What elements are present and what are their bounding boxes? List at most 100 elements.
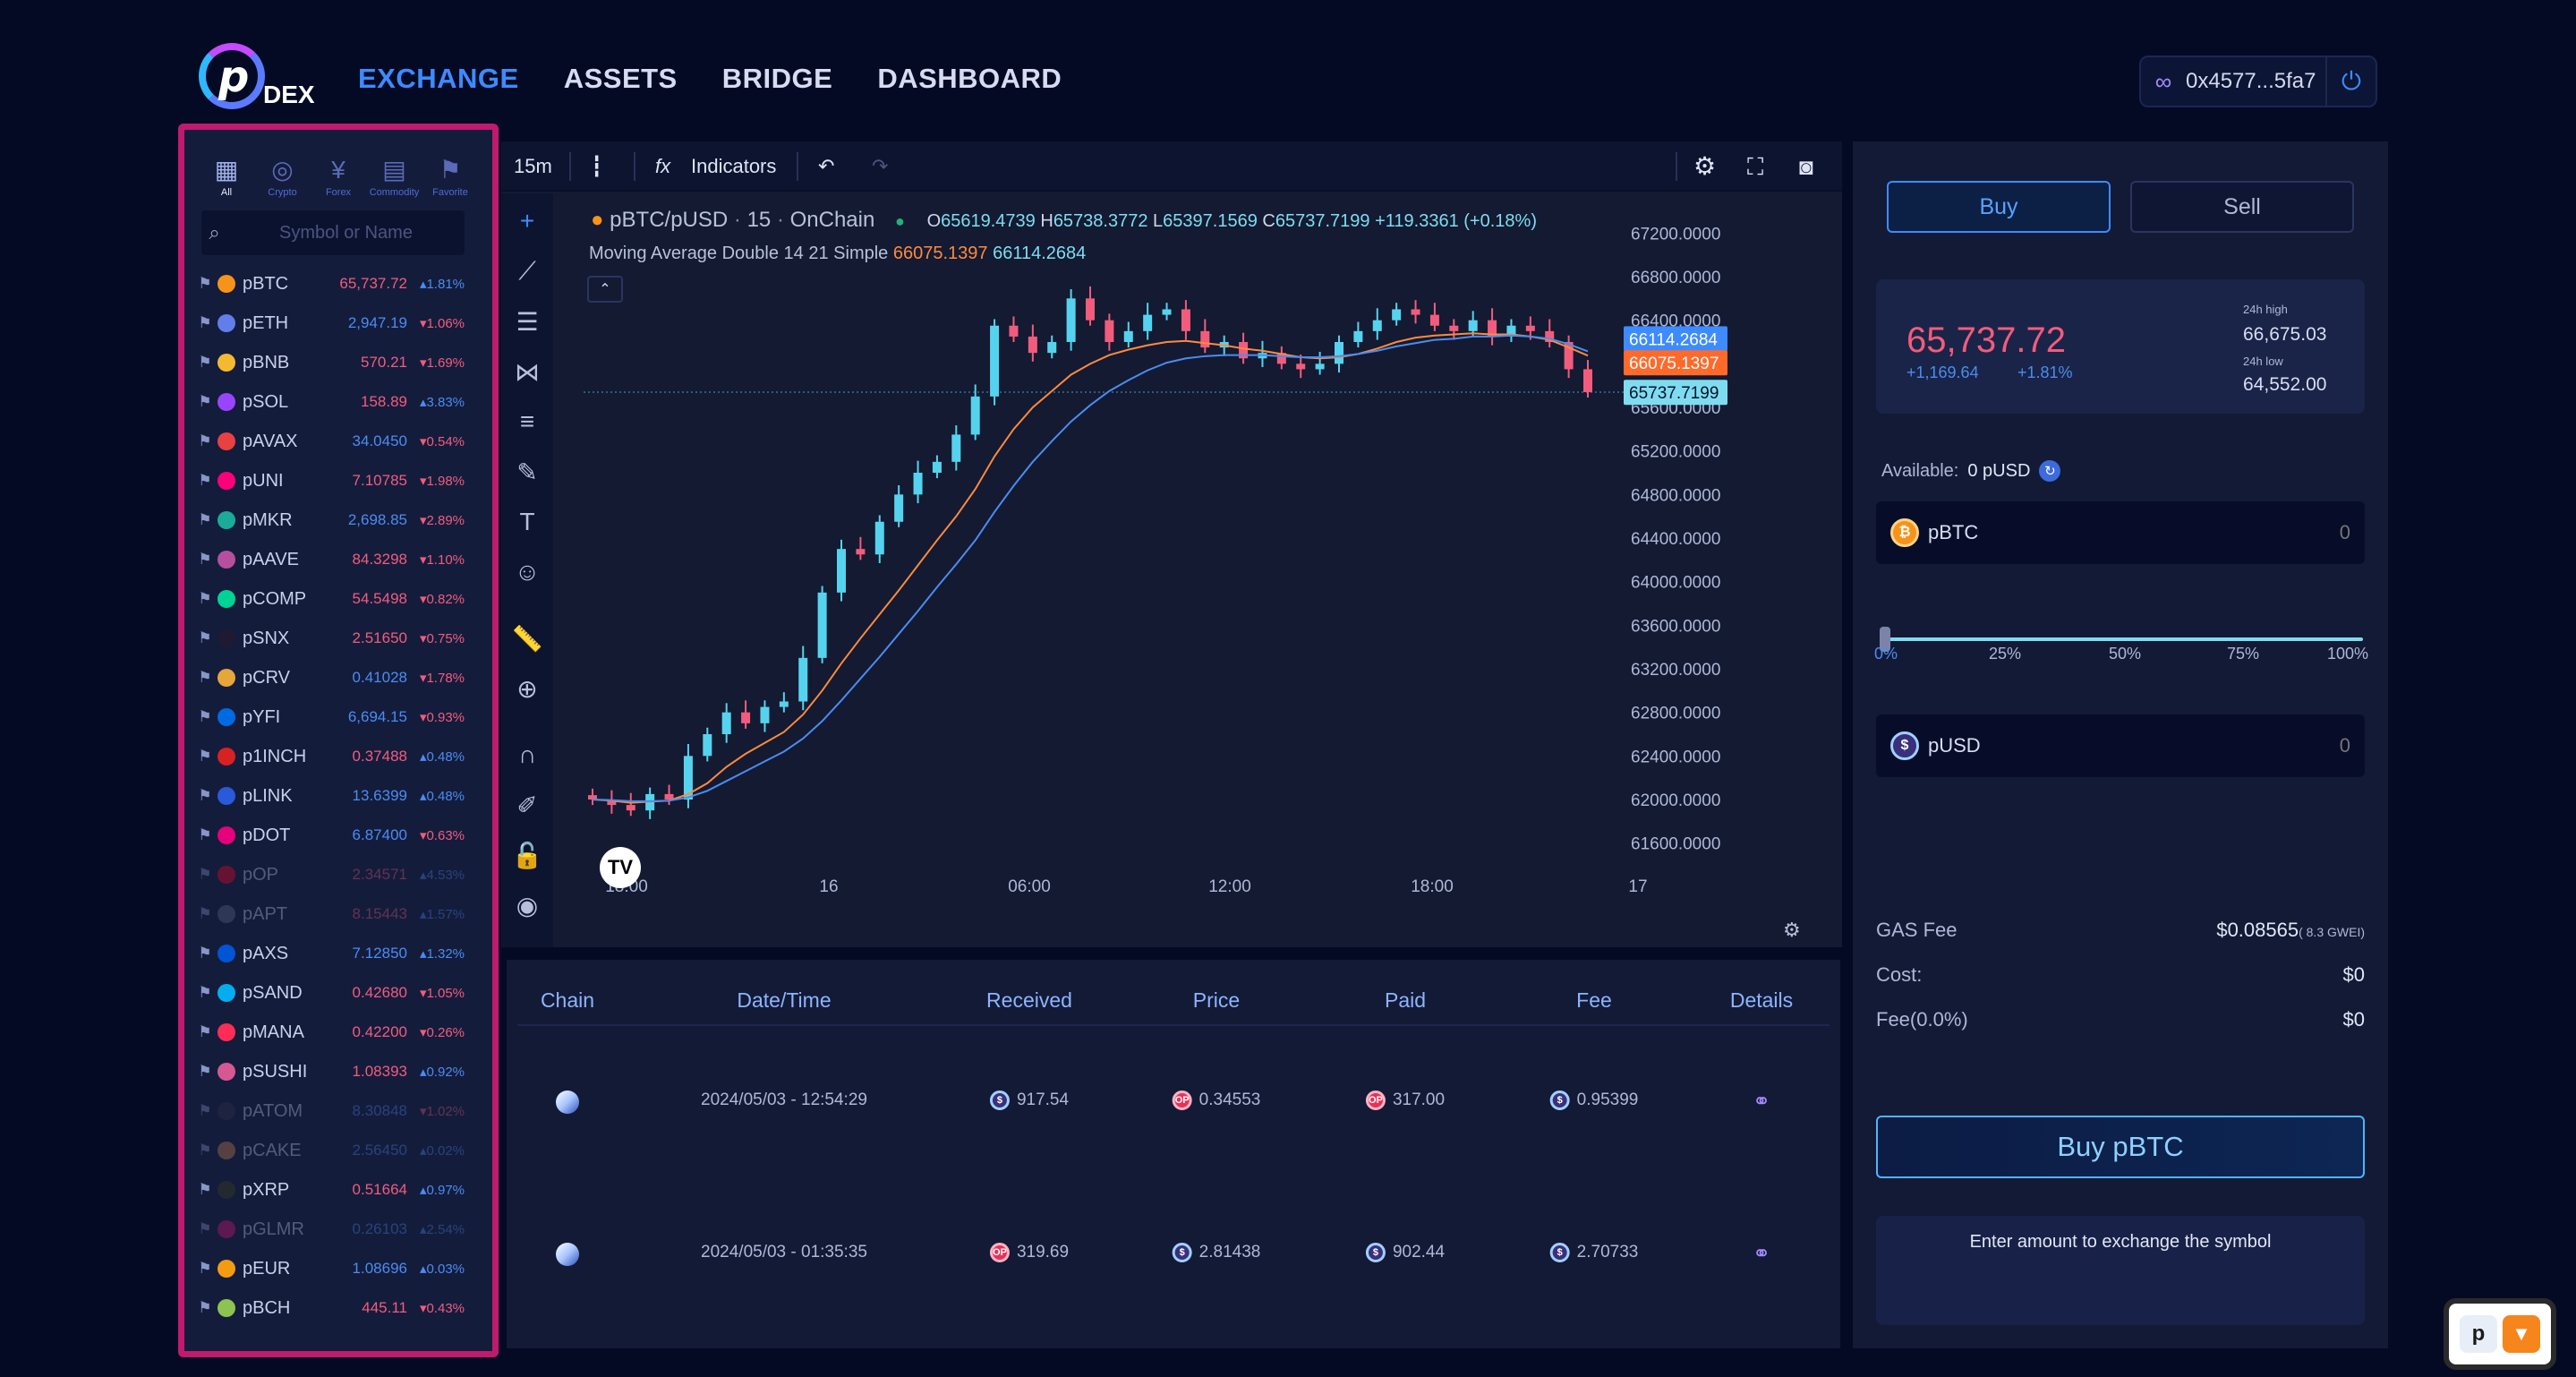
bookmark-icon[interactable]: ⚑	[198, 708, 212, 725]
lock-icon[interactable]: 🔓	[511, 841, 543, 869]
sell-tab[interactable]: Sell	[2130, 181, 2354, 233]
bookmark-icon[interactable]: ⚑	[198, 1102, 212, 1119]
bookmark-icon[interactable]: ⚑	[198, 826, 212, 843]
category-commodity[interactable]: ▤ Commodity	[368, 155, 422, 198]
magnet-icon[interactable]: ∩	[517, 740, 537, 768]
settings-icon[interactable]: ⚙	[1693, 152, 1717, 180]
symbol-search-input[interactable]	[227, 222, 465, 244]
category-forex[interactable]: ¥ Forex	[311, 155, 365, 198]
percent-25[interactable]: 25%	[1989, 645, 2022, 663]
symbol-row[interactable]: ⚑ pCRV 0.41028 ▾1.78%	[183, 658, 493, 697]
percent-0[interactable]: 0%	[1874, 645, 1898, 663]
symbol-row[interactable]: ⚑ pCAKE 2.56450 ▴0.02%	[183, 1131, 493, 1170]
symbol-row[interactable]: ⚑ pBCH 445.11 ▾0.43%	[183, 1288, 493, 1328]
symbol-row[interactable]: ⚑ pCOMP 54.5498 ▾0.82%	[183, 579, 493, 619]
bookmark-icon[interactable]: ⚑	[198, 1142, 212, 1159]
symbol-row[interactable]: ⚑ pDOT 6.87400 ▾0.63%	[183, 816, 493, 855]
power-icon[interactable]: ⏻	[2325, 57, 2376, 106]
bookmark-icon[interactable]: ⚑	[198, 472, 212, 489]
brush-icon[interactable]: ✎	[516, 458, 538, 486]
moving-average-legend[interactable]: Moving Average Double 14 21 Simple 66075…	[589, 244, 1086, 264]
bookmark-icon[interactable]: ⚑	[198, 1023, 212, 1040]
eye-icon[interactable]: ◉	[516, 891, 539, 919]
symbol-row[interactable]: ⚑ pXRP 0.51664 ▴0.97%	[183, 1170, 493, 1210]
undo-icon[interactable]: ↶	[818, 155, 835, 177]
bookmark-icon[interactable]: ⚑	[198, 511, 212, 528]
percent-75[interactable]: 75%	[2227, 645, 2260, 663]
bookmark-icon[interactable]: ⚑	[198, 1299, 212, 1316]
symbol-row[interactable]: ⚑ pMANA 0.42200 ▾0.26%	[183, 1013, 493, 1052]
bookmark-icon[interactable]: ⚑	[198, 1063, 212, 1080]
text-icon[interactable]: T	[519, 508, 535, 535]
bookmark-icon[interactable]: ⚑	[198, 393, 212, 410]
slider-handle[interactable]	[1880, 627, 1890, 652]
bookmark-icon[interactable]: ⚑	[198, 945, 212, 962]
amount-slider[interactable]	[1880, 623, 2363, 659]
redo-icon[interactable]: ↷	[872, 155, 889, 177]
nav-dashboard[interactable]: DASHBOARD	[877, 63, 1062, 94]
nav-exchange[interactable]: EXCHANGE	[358, 63, 519, 94]
symbol-row[interactable]: ⚑ pAVAX 34.0450 ▾0.54%	[183, 422, 493, 461]
wallet-extension-widget[interactable]: p ▼	[2444, 1298, 2556, 1370]
symbol-row[interactable]: ⚑ pUNI 7.10785 ▾1.98%	[183, 461, 493, 500]
symbol-row[interactable]: ⚑ pBTC 65,737.72 ▴1.81%	[183, 264, 493, 304]
symbol-row[interactable]: ⚑ pSAND 0.42680 ▾1.05%	[183, 973, 493, 1013]
lock-drawing-icon[interactable]: ✐	[516, 791, 538, 819]
function-icon[interactable]: fx	[655, 155, 671, 177]
bookmark-icon[interactable]: ⚑	[198, 432, 212, 449]
bookmark-icon[interactable]: ⚑	[198, 354, 212, 371]
fullscreen-icon[interactable]: ⛶	[1747, 153, 1764, 180]
bookmark-icon[interactable]: ⚑	[198, 275, 212, 292]
interval-button[interactable]: 15m	[514, 155, 552, 177]
collapse-legend-button[interactable]: ⌃	[587, 276, 623, 303]
wallet-connect[interactable]: ∞ 0x4577...5fa7 ⏻	[2139, 56, 2377, 107]
ruler-icon[interactable]: 📏	[511, 624, 543, 653]
bookmark-icon[interactable]: ⚑	[198, 1220, 212, 1237]
bookmark-icon[interactable]: ⚑	[198, 984, 212, 1001]
horizontal-lines-icon[interactable]: ☰	[516, 307, 539, 336]
buy-submit-button[interactable]: Buy pBTC	[1876, 1116, 2365, 1178]
bookmark-icon[interactable]: ⚑	[198, 314, 212, 331]
symbol-row[interactable]: ⚑ p1INCH 0.37488 ▴0.48%	[183, 737, 493, 776]
symbol-row[interactable]: ⚑ pAPT 8.15443 ▴1.57%	[183, 894, 493, 934]
price-chart[interactable]: 67200.000066800.000066400.000066000.0000…	[576, 202, 1769, 935]
bookmark-icon[interactable]: ⚑	[198, 787, 212, 804]
axis-settings-icon[interactable]: ⚙	[1783, 919, 1801, 941]
symbol-row[interactable]: ⚑ pYFI 6,694.15 ▾0.93%	[183, 697, 493, 737]
binoculars-icon[interactable]: ⚭	[1752, 1090, 1771, 1114]
bookmark-icon[interactable]: ⚑	[198, 1181, 212, 1198]
category-all[interactable]: ▦ All	[200, 155, 253, 198]
symbol-row[interactable]: ⚑ pAAVE 84.3298 ▾1.10%	[183, 540, 493, 579]
symbol-row[interactable]: ⚑ pATOM 8.30848 ▾1.02%	[183, 1091, 493, 1131]
percent-50[interactable]: 50%	[2109, 645, 2142, 663]
nav-bridge[interactable]: BRIDGE	[721, 63, 833, 94]
candle-type-icon[interactable]: ┇	[591, 155, 603, 177]
symbol-row[interactable]: ⚑ pSNX 2.51650 ▾0.75%	[183, 619, 493, 658]
to-amount-input[interactable]	[2257, 734, 2365, 757]
symbol-row[interactable]: ⚑ pMKR 2,698.85 ▾2.89%	[183, 500, 493, 540]
crosshair-icon[interactable]: +	[519, 207, 535, 235]
fib-icon[interactable]: ≡	[519, 407, 535, 435]
bookmark-icon[interactable]: ⚑	[198, 1260, 212, 1277]
tradingview-logo[interactable]: TV	[600, 847, 641, 888]
indicators-button[interactable]: Indicators	[691, 155, 777, 177]
category-favorite[interactable]: ⚑ Favorite	[423, 155, 477, 198]
symbol-row[interactable]: ⚑ pBNB 570.21 ▾1.69%	[183, 343, 493, 382]
bookmark-icon[interactable]: ⚑	[198, 748, 212, 765]
bookmark-icon[interactable]: ⚑	[198, 669, 212, 686]
zoom-in-icon[interactable]: ⊕	[516, 674, 538, 703]
pattern-icon[interactable]: ⋈	[515, 357, 540, 386]
bookmark-icon[interactable]: ⚑	[198, 866, 212, 883]
trendline-icon[interactable]: ⟋	[518, 256, 536, 285]
symbol-row[interactable]: ⚑ pSOL 158.89 ▴3.83%	[183, 382, 493, 422]
symbol-row[interactable]: ⚑ pAXS 7.12850 ▴1.32%	[183, 934, 493, 973]
bookmark-icon[interactable]: ⚑	[198, 905, 212, 922]
from-amount-input[interactable]	[2257, 521, 2365, 544]
symbol-row[interactable]: ⚑ pLINK 13.6399 ▴0.48%	[183, 776, 493, 816]
emoji-icon[interactable]: ☺	[514, 558, 541, 586]
symbol-row[interactable]: ⚑ pGLMR 0.26103 ▴2.54%	[183, 1210, 493, 1249]
buy-tab[interactable]: Buy	[1887, 181, 2111, 233]
refresh-icon[interactable]: ↻	[2039, 460, 2061, 482]
binoculars-icon[interactable]: ⚭	[1752, 1242, 1771, 1266]
pdex-logo[interactable]: p DEX	[199, 39, 315, 120]
